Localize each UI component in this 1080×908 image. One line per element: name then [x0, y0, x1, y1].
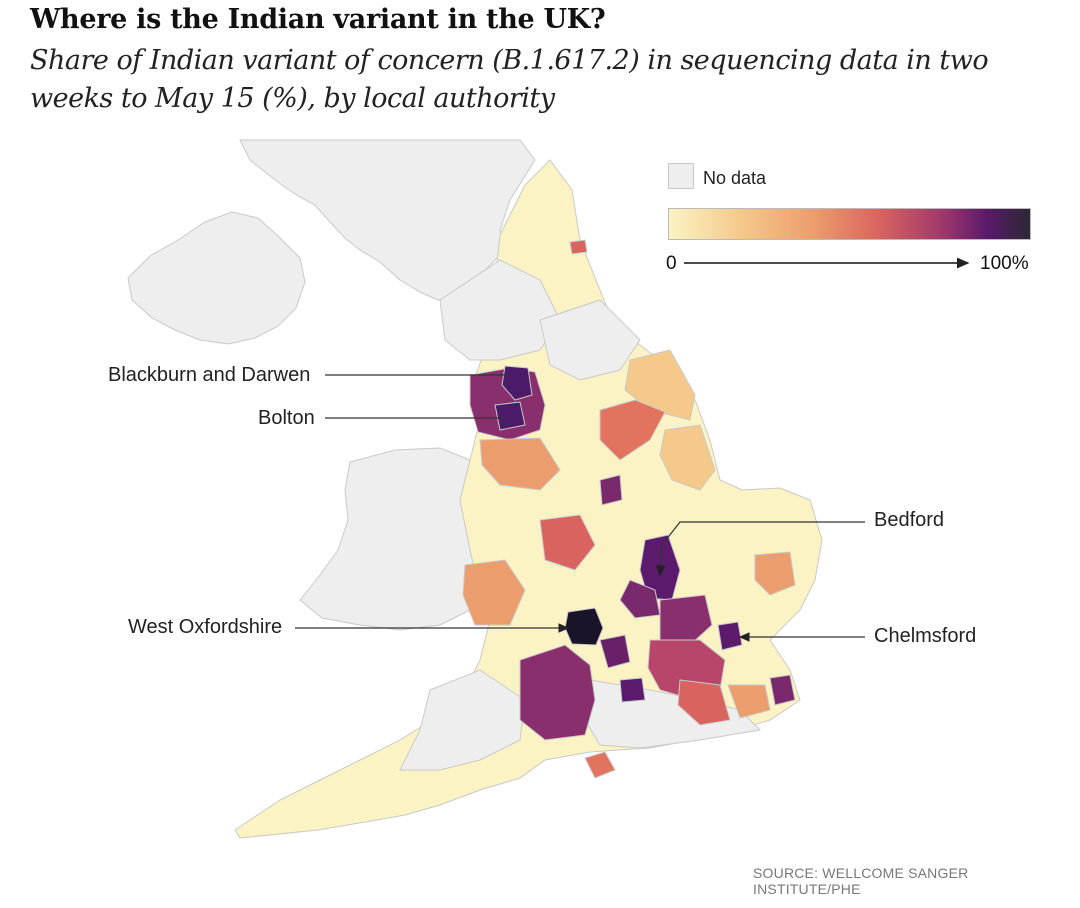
- hertfordshire-area: [659, 594, 713, 646]
- northern-ireland-region: [127, 211, 306, 345]
- yorkshire-region: [539, 299, 641, 381]
- cumbria-region: [439, 259, 561, 361]
- source-note: SOURCE: WELLCOME SANGER INSTITUTE/PHE: [753, 865, 969, 897]
- west-yorkshire-area: [599, 399, 666, 461]
- chart-subtitle: Share of Indian variant of concern (B.1.…: [30, 45, 989, 114]
- no-data-swatch: [668, 163, 694, 189]
- kent-east-area: [769, 674, 796, 706]
- west-oxfordshire-area: [564, 607, 604, 646]
- label-blackburn: Blackburn and Darwen: [108, 364, 311, 386]
- no-data-label: No data: [703, 168, 767, 188]
- leicester-area: [599, 474, 623, 506]
- west-midlands-area: [539, 514, 596, 571]
- label-west-oxfordshire: West Oxfordshire: [128, 616, 283, 638]
- tyneside-area: [569, 239, 588, 255]
- surrey-area: [677, 679, 731, 726]
- devon-region: [399, 669, 526, 771]
- bedford-leader: [655, 521, 865, 577]
- chelmsford-area: [717, 621, 743, 651]
- bolton-area: [494, 401, 526, 431]
- lincolnshire-area: [659, 424, 716, 491]
- isle-of-wight-area: [584, 751, 616, 779]
- label-bedford: Bedford: [874, 509, 945, 531]
- wales-region: [299, 447, 481, 631]
- gloucestershire-area: [462, 559, 526, 626]
- color-scale-bar: [668, 208, 1031, 240]
- bucks-area: [599, 634, 631, 669]
- label-bolton: Bolton: [258, 407, 315, 429]
- label-chelmsford: Chelmsford: [874, 625, 977, 647]
- scale-max-label: 100%: [980, 253, 1029, 274]
- kent-area: [727, 684, 771, 719]
- scale-min-label: 0: [666, 253, 677, 274]
- manchester-area: [479, 437, 561, 491]
- suffolk-area: [754, 551, 796, 596]
- england-region: [234, 159, 823, 839]
- scotland-region: [239, 139, 536, 301]
- milton-keynes-area: [619, 579, 661, 619]
- reading-area: [619, 677, 646, 703]
- chart-title: Where is the Indian variant in the UK?: [30, 4, 606, 35]
- wiltshire-area: [519, 644, 596, 741]
